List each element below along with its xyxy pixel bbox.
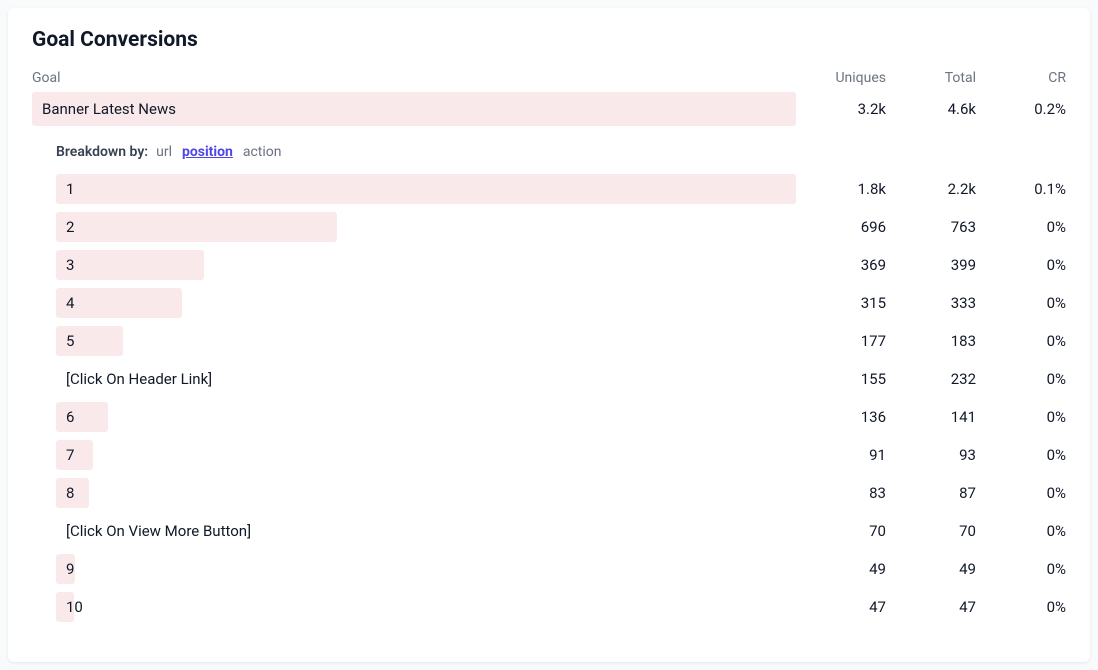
breakdown-bar bbox=[56, 250, 204, 280]
breakdown-row-uniques: 177 bbox=[796, 332, 886, 350]
breakdown-section: Breakdown by: url position action 1 1.8k2.2… bbox=[32, 130, 1066, 638]
breakdown-row[interactable]: 949490% bbox=[56, 554, 1066, 584]
breakdown-row-total: 47 bbox=[886, 598, 976, 616]
breakdown-bar-cell: 3 bbox=[56, 250, 796, 280]
breakdown-row-uniques: 83 bbox=[796, 484, 886, 502]
breakdown-row-label: 9 bbox=[56, 560, 74, 578]
breakdown-row-uniques: 70 bbox=[796, 522, 886, 540]
breakdown-bar-cell: 10 bbox=[56, 592, 796, 622]
breakdown-by-label: Breakdown by: bbox=[56, 144, 148, 160]
breakdown-row-total: 93 bbox=[886, 446, 976, 464]
breakdown-row-uniques: 155 bbox=[796, 370, 886, 388]
breakdown-bar-cell: 2 bbox=[56, 212, 796, 242]
breakdown-row-label: 5 bbox=[56, 332, 74, 350]
breakdown-bar-cell: 7 bbox=[56, 440, 796, 470]
breakdown-bar bbox=[56, 212, 337, 242]
breakdown-bar-cell: 6 bbox=[56, 402, 796, 432]
breakdown-row-cr: 0% bbox=[976, 484, 1066, 502]
breakdown-row-total: 2.2k bbox=[886, 180, 976, 198]
breakdown-row[interactable]: 4 3153330% bbox=[56, 288, 1066, 318]
breakdown-row[interactable]: [Click On Header Link] 1552320% bbox=[56, 364, 1066, 394]
goal-label: Banner Latest News bbox=[32, 100, 176, 118]
goal-cr: 0.2% bbox=[976, 100, 1066, 118]
breakdown-row-total: 763 bbox=[886, 218, 976, 236]
breakdown-tab-position[interactable]: position bbox=[182, 144, 233, 160]
breakdown-row-cr: 0% bbox=[976, 446, 1066, 464]
breakdown-row-cr: 0% bbox=[976, 408, 1066, 426]
breakdown-row-uniques: 47 bbox=[796, 598, 886, 616]
breakdown-bar-cell: [Click On Header Link] bbox=[56, 364, 796, 394]
breakdown-row-uniques: 49 bbox=[796, 560, 886, 578]
goal-uniques: 3.2k bbox=[796, 100, 886, 118]
breakdown-row-label: 6 bbox=[56, 408, 74, 426]
table-header: Goal Uniques Total CR bbox=[32, 70, 1066, 86]
breakdown-bar-cell: [Click On View More Button] bbox=[56, 516, 796, 546]
breakdown-row-uniques: 369 bbox=[796, 256, 886, 274]
breakdown-tab-action[interactable]: action bbox=[243, 144, 282, 160]
breakdown-label-row: Breakdown by: url position action bbox=[56, 144, 1066, 160]
breakdown-row-total: 232 bbox=[886, 370, 976, 388]
breakdown-row-total: 333 bbox=[886, 294, 976, 312]
breakdown-row-cr: 0% bbox=[976, 560, 1066, 578]
breakdown-row[interactable]: 1 1.8k2.2k0.1% bbox=[56, 174, 1066, 204]
header-uniques: Uniques bbox=[796, 70, 886, 86]
breakdown-row-label: [Click On Header Link] bbox=[56, 370, 212, 388]
breakdown-row-cr: 0% bbox=[976, 522, 1066, 540]
breakdown-row-cr: 0% bbox=[976, 370, 1066, 388]
breakdown-row-cr: 0.1% bbox=[976, 180, 1066, 198]
breakdown-bar-cell: 4 bbox=[56, 288, 796, 318]
breakdown-tab-url[interactable]: url bbox=[156, 144, 172, 160]
breakdown-row-total: 87 bbox=[886, 484, 976, 502]
goal-conversions-panel: Goal Conversions Goal Uniques Total CR B… bbox=[8, 8, 1090, 662]
breakdown-row-label: 8 bbox=[56, 484, 74, 502]
breakdown-row[interactable]: 1047470% bbox=[56, 592, 1066, 622]
breakdown-bar-cell: 8 bbox=[56, 478, 796, 508]
header-total: Total bbox=[886, 70, 976, 86]
breakdown-row-label: [Click On View More Button] bbox=[56, 522, 251, 540]
header-cr: CR bbox=[976, 70, 1066, 86]
breakdown-row-label: 2 bbox=[56, 218, 74, 236]
breakdown-row-cr: 0% bbox=[976, 332, 1066, 350]
header-goal: Goal bbox=[32, 70, 796, 86]
breakdown-row-cr: 0% bbox=[976, 218, 1066, 236]
breakdown-bar bbox=[56, 174, 796, 204]
breakdown-row-label: 7 bbox=[56, 446, 74, 464]
breakdown-row-uniques: 315 bbox=[796, 294, 886, 312]
breakdown-row-uniques: 136 bbox=[796, 408, 886, 426]
breakdown-bar-cell: 1 bbox=[56, 174, 796, 204]
breakdown-row-cr: 0% bbox=[976, 598, 1066, 616]
breakdown-row-total: 399 bbox=[886, 256, 976, 274]
breakdown-row-uniques: 91 bbox=[796, 446, 886, 464]
breakdown-row[interactable]: 3 3693990% bbox=[56, 250, 1066, 280]
breakdown-row[interactable]: 8 83870% bbox=[56, 478, 1066, 508]
goal-total: 4.6k bbox=[886, 100, 976, 118]
breakdown-row[interactable]: [Click On View More Button]70700% bbox=[56, 516, 1066, 546]
breakdown-row[interactable]: 7 91930% bbox=[56, 440, 1066, 470]
breakdown-row[interactable]: 2 6967630% bbox=[56, 212, 1066, 242]
breakdown-row-total: 70 bbox=[886, 522, 976, 540]
goal-bar-cell: Banner Latest News bbox=[32, 92, 796, 126]
goal-row[interactable]: Banner Latest News 3.2k 4.6k 0.2% bbox=[32, 92, 1066, 126]
breakdown-row-total: 183 bbox=[886, 332, 976, 350]
breakdown-row-total: 49 bbox=[886, 560, 976, 578]
breakdown-row-label: 10 bbox=[56, 598, 83, 616]
breakdown-row-uniques: 696 bbox=[796, 218, 886, 236]
panel-title: Goal Conversions bbox=[32, 28, 1066, 52]
breakdown-bar-cell: 9 bbox=[56, 554, 796, 584]
breakdown-row-total: 141 bbox=[886, 408, 976, 426]
breakdown-row-label: 3 bbox=[56, 256, 74, 274]
breakdown-row[interactable]: 6 1361410% bbox=[56, 402, 1066, 432]
breakdown-bar-cell: 5 bbox=[56, 326, 796, 356]
breakdown-bar bbox=[56, 288, 182, 318]
breakdown-row-uniques: 1.8k bbox=[796, 180, 886, 198]
breakdown-row-cr: 0% bbox=[976, 256, 1066, 274]
breakdown-row-label: 4 bbox=[56, 294, 74, 312]
breakdown-row[interactable]: 5 1771830% bbox=[56, 326, 1066, 356]
breakdown-row-label: 1 bbox=[56, 180, 74, 198]
breakdown-row-cr: 0% bbox=[976, 294, 1066, 312]
